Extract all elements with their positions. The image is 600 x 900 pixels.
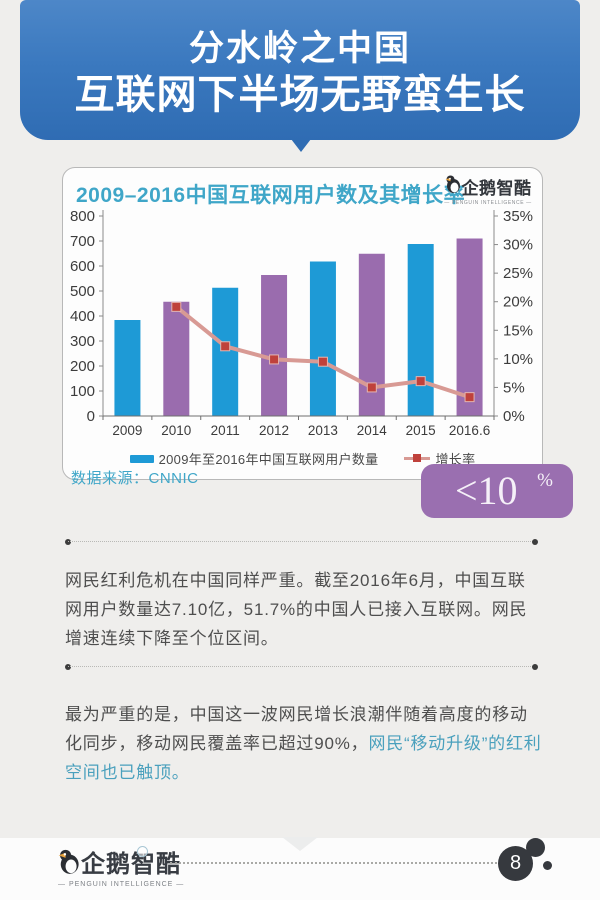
svg-text:5%: 5% xyxy=(503,379,525,396)
svg-text:400: 400 xyxy=(70,308,95,325)
brand-logo: 企鹅智酷 — PENGUIN INTELLIGENCE — xyxy=(442,174,534,206)
header-title-line1: 分水岭之中国 xyxy=(188,29,411,69)
footer-tail-pointer xyxy=(282,837,318,851)
page-number: 8 xyxy=(509,852,522,874)
badge-value: <10 xyxy=(455,468,518,513)
svg-text:0: 0 xyxy=(87,408,95,425)
penguin-icon xyxy=(58,849,80,879)
svg-text:0%: 0% xyxy=(503,408,525,425)
svg-text:10%: 10% xyxy=(503,351,533,368)
magnifier-icon xyxy=(137,846,148,857)
legend-label-growth: 增长率 xyxy=(435,452,476,467)
divider-dotted-line xyxy=(68,666,535,667)
svg-text:15%: 15% xyxy=(503,322,533,339)
footer-brand-name: 企鹅智酷 xyxy=(81,844,181,879)
divider-dotted-line xyxy=(68,541,535,542)
section-divider xyxy=(65,664,538,670)
chart-legend: 2009年至2016年中国互联网用户数量 增长率 xyxy=(63,449,542,468)
svg-text:2015: 2015 xyxy=(406,423,436,438)
combo-chart: 0 100 200 300 400 500 600 700 800 0% 5% 10% 15% 20% 25… xyxy=(70,208,533,438)
footer-brand-subtitle: — PENGUIN INTELLIGENCE — xyxy=(58,881,185,888)
svg-text:700: 700 xyxy=(70,233,95,250)
brand-subtitle: — PENGUIN INTELLIGENCE — xyxy=(444,200,532,206)
line-series-swatch xyxy=(404,454,431,463)
section-divider xyxy=(65,539,538,545)
header-tail-pointer xyxy=(291,139,311,152)
brand-name: 企鹅智酷 xyxy=(461,179,532,198)
svg-text:2016.6: 2016.6 xyxy=(449,423,490,438)
paragraph-1-text: 网民红利危机在中国同样严重。截至2016年6月，中国互联网用户数量达7.10亿，… xyxy=(65,571,528,648)
svg-text:2011: 2011 xyxy=(211,423,240,438)
bar-series-swatch xyxy=(129,454,154,463)
header-banner: 分水岭之中国 互联网下半场无野蛮生长 xyxy=(20,0,580,140)
svg-text:2009: 2009 xyxy=(112,423,142,438)
svg-text:100: 100 xyxy=(70,383,95,400)
legend-item-users: 2009年至2016年中国互联网用户数量 xyxy=(129,449,379,468)
divider-dot-right xyxy=(532,539,538,545)
divider-dot-left xyxy=(65,539,71,545)
svg-text:2012: 2012 xyxy=(259,423,289,438)
svg-text:30%: 30% xyxy=(503,237,533,254)
svg-text:35%: 35% xyxy=(503,208,533,225)
footer-brand-logo: 企鹅智酷 — PENGUIN INTELLIGENCE — xyxy=(58,844,184,888)
chart-card: 2009–2016中国互联网用户数及其增长率 企鹅智酷 — PENGUIN IN… xyxy=(62,167,543,487)
svg-text:2014: 2014 xyxy=(357,423,388,438)
divider-dot-left xyxy=(65,664,71,670)
divider-dot-right xyxy=(532,664,538,670)
body-paragraph-2: 最为严重的是，中国这一波网民增长浪潮伴随着高度的移动化同步，移动网民覆盖率已超过… xyxy=(65,700,543,787)
footer: 企鹅智酷 — PENGUIN INTELLIGENCE — 8 xyxy=(0,837,600,900)
svg-text:25%: 25% xyxy=(503,265,533,282)
paragraph-2-highlight: 网民“移动升级”的红利空间也已触顶。 xyxy=(65,734,542,782)
penguin-icon xyxy=(445,175,461,198)
svg-text:800: 800 xyxy=(70,208,95,225)
legend-label-users: 2009年至2016年中国互联网用户数量 xyxy=(158,452,379,467)
chart-title: 2009–2016中国互联网用户数及其增长率 xyxy=(76,184,466,207)
legend-item-growth: 增长率 xyxy=(404,449,475,468)
badge-unit: % xyxy=(537,470,553,491)
svg-text:20%: 20% xyxy=(503,294,533,311)
paragraph-2-text: 最为严重的是，中国这一波网民增长浪潮伴随着高度的移动化同步，移动网民覆盖率已超过… xyxy=(65,705,528,753)
header-title-line2: 互联网下半场无野蛮生长 xyxy=(74,72,526,117)
footer-dotted-line xyxy=(170,862,497,864)
page-bubble-small-circle xyxy=(526,838,545,857)
svg-text:500: 500 xyxy=(70,283,95,300)
svg-text:200: 200 xyxy=(70,358,95,375)
svg-text:2013: 2013 xyxy=(308,423,338,438)
page-bubble-tiny-dot xyxy=(543,861,552,870)
body-paragraph-1: 网民红利危机在中国同样严重。截至2016年6月，中国互联网用户数量达7.10亿，… xyxy=(65,566,543,653)
svg-text:300: 300 xyxy=(70,333,95,350)
svg-text:2010: 2010 xyxy=(161,423,191,438)
svg-text:600: 600 xyxy=(70,258,95,275)
growth-stat-badge: <10 % xyxy=(421,464,573,518)
data-source-label: 数据来源：CNNIC xyxy=(71,470,199,487)
